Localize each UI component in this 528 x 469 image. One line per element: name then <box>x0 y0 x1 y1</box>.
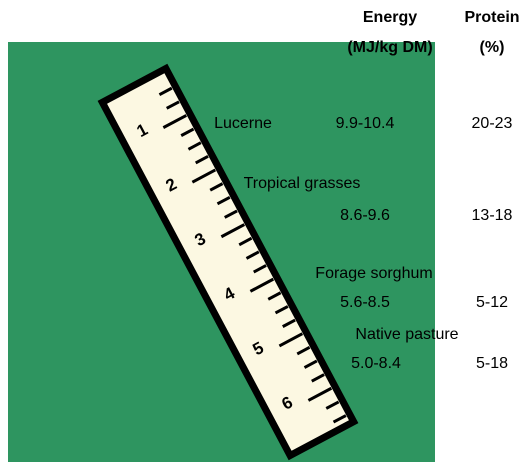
row-name: Lucerne <box>214 115 272 132</box>
protein-value: 20-23 <box>472 115 513 132</box>
protein-header: Protein <box>464 9 519 26</box>
row-name: Native pasture <box>355 326 458 343</box>
row-name: Tropical grasses <box>244 175 361 192</box>
energy-value: 5.0-8.4 <box>351 355 401 372</box>
diagram: 123456 Energy (MJ/kg DM) Protein (%) Luc… <box>0 0 528 464</box>
energy-unit: (MJ/kg DM) <box>347 39 432 56</box>
energy-header: Energy <box>363 9 417 26</box>
energy-value: 5.6-8.5 <box>340 294 390 311</box>
energy-value: 9.9-10.4 <box>336 115 395 132</box>
protein-value: 5-18 <box>476 355 508 372</box>
protein-value: 5-12 <box>476 294 508 311</box>
protein-unit: (%) <box>480 39 505 56</box>
protein-value: 13-18 <box>472 207 513 224</box>
row-name: Forage sorghum <box>315 265 432 282</box>
page: {"header":{"energy":{"title":"Energy","u… <box>0 0 528 464</box>
energy-value: 8.6-9.6 <box>340 207 390 224</box>
